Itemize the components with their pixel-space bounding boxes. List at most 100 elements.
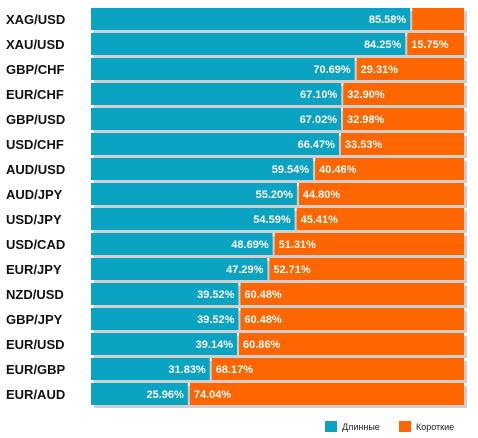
long-value-label: 48.69%: [231, 239, 269, 251]
long-bar: [91, 258, 268, 280]
legend-swatch-long: [325, 421, 337, 432]
short-bar: [240, 283, 464, 305]
category-label: EUR/AUD: [6, 387, 65, 402]
short-value-label: 44.80%: [303, 189, 341, 201]
short-bar: [340, 133, 464, 155]
long-value-label: 67.02%: [300, 114, 338, 126]
chart-row: EUR/GBP 31.83% 68.17%: [6, 358, 467, 383]
short-bar: [343, 83, 464, 105]
short-value-label: 60.48%: [244, 314, 282, 326]
long-bar: [91, 333, 237, 355]
short-bar: [238, 333, 464, 355]
long-bar: [91, 383, 188, 405]
long-bar: [91, 83, 342, 105]
short-bar: [298, 183, 464, 205]
long-bar: [91, 208, 295, 230]
short-bar: [407, 33, 464, 55]
short-bar: [342, 108, 464, 130]
long-value-label: 47.29%: [226, 264, 264, 276]
long-bar: [91, 108, 341, 130]
long-value-label: 54.59%: [253, 214, 291, 226]
chart-row: XAG/USD 85.58%: [6, 8, 467, 33]
short-bar: [274, 233, 464, 255]
short-value-label: 33.53%: [345, 139, 383, 151]
category-label: NZD/USD: [6, 287, 64, 302]
short-value-label: 74.04%: [194, 389, 232, 401]
short-bar: [412, 8, 464, 30]
category-label: EUR/GBP: [6, 362, 66, 377]
chart-row: GBP/JPY 39.52% 60.48%: [6, 308, 467, 333]
short-value-label: 45.41%: [301, 214, 339, 226]
short-bar: [189, 383, 464, 405]
short-bar: [315, 158, 464, 180]
long-value-label: 39.14%: [196, 339, 234, 351]
short-value-label: 40.46%: [319, 164, 357, 176]
long-bar: [91, 308, 239, 330]
category-label: EUR/USD: [6, 337, 65, 352]
long-bar: [91, 358, 210, 380]
legend-label-long: Длинные: [342, 422, 380, 432]
category-label: USD/JPY: [6, 212, 62, 227]
chart-row: GBP/USD 67.02% 32.98%: [6, 108, 467, 133]
short-value-label: 60.48%: [244, 289, 282, 301]
chart-row: AUD/JPY 55.20% 44.80%: [6, 183, 467, 208]
long-value-label: 31.83%: [168, 364, 206, 376]
short-bar: [211, 358, 464, 380]
long-value-label: 70.69%: [313, 64, 351, 76]
long-bar: [91, 33, 406, 55]
long-bar: [91, 233, 273, 255]
short-bar: [296, 208, 464, 230]
long-bar: [91, 183, 297, 205]
category-label: XAU/USD: [6, 37, 65, 52]
category-label: EUR/JPY: [6, 262, 62, 277]
short-value-label: 32.90%: [347, 89, 385, 101]
long-value-label: 55.20%: [256, 189, 294, 201]
chart-legend: Длинные Короткие: [325, 421, 454, 432]
long-bar: [91, 283, 239, 305]
short-value-label: 68.17%: [216, 364, 254, 376]
chart-row: EUR/JPY 47.29% 52.71%: [6, 258, 467, 283]
category-label: USD/CHF: [6, 137, 64, 152]
category-label: GBP/USD: [6, 112, 65, 127]
short-bar: [356, 58, 464, 80]
category-label: GBP/CHF: [6, 62, 65, 77]
legend-swatch-short: [399, 421, 411, 432]
chart-row: XAU/USD 84.25% 15.75%: [6, 33, 467, 58]
short-value-label: 32.98%: [347, 114, 385, 126]
short-value-label: 52.71%: [273, 264, 311, 276]
chart-row: USD/CAD 48.69% 51.31%: [6, 233, 467, 258]
long-value-label: 67.10%: [300, 89, 338, 101]
chart-row: NZD/USD 39.52% 60.48%: [6, 283, 467, 308]
long-bar: [91, 158, 314, 180]
chart-row: AUD/USD 59.54% 40.46%: [6, 158, 467, 183]
short-value-label: 15.75%: [411, 39, 449, 51]
long-value-label: 84.25%: [364, 39, 402, 51]
long-value-label: 85.58%: [369, 14, 407, 26]
category-label: USD/CAD: [6, 237, 65, 252]
long-bar: [91, 8, 411, 30]
legend-label-short: Короткие: [416, 422, 454, 432]
long-value-label: 39.52%: [197, 314, 235, 326]
chart-row: EUR/AUD 25.96% 74.04%: [6, 383, 467, 408]
category-label: GBP/JPY: [6, 312, 63, 327]
short-value-label: 51.31%: [279, 239, 317, 251]
long-value-label: 66.47%: [298, 139, 336, 151]
long-value-label: 59.54%: [272, 164, 310, 176]
chart-row: GBP/CHF 70.69% 29.31%: [6, 58, 467, 83]
chart-rows: XAG/USD 85.58% XAU/USD 84.25% 15.75% GBP/CHF 7…: [6, 8, 467, 408]
long-value-label: 39.52%: [197, 289, 235, 301]
chart-row: USD/CHF 66.47% 33.53%: [6, 133, 467, 158]
chart-row: USD/JPY 54.59% 45.41%: [6, 208, 467, 233]
long-bar: [91, 133, 339, 155]
chart-row: EUR/CHF 67.10% 32.90%: [6, 83, 467, 108]
category-label: AUD/USD: [6, 162, 65, 177]
long-value-label: 25.96%: [147, 389, 185, 401]
short-bar: [269, 258, 464, 280]
short-value-label: 60.86%: [243, 339, 281, 351]
long-bar: [91, 58, 355, 80]
category-label: EUR/CHF: [6, 87, 64, 102]
category-label: XAG/USD: [6, 12, 65, 27]
chart-row: EUR/USD 39.14% 60.86%: [6, 333, 467, 358]
category-label: AUD/JPY: [6, 187, 63, 202]
